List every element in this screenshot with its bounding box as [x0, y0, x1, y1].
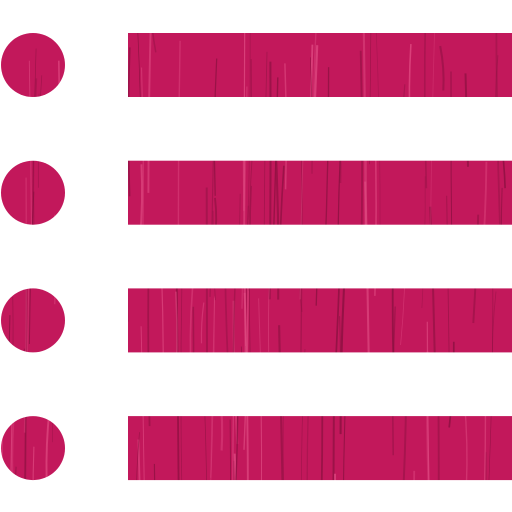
list-row [1, 288, 512, 353]
list-line [128, 288, 512, 353]
bullet-dot [1, 288, 65, 353]
bullet-dot [1, 416, 65, 481]
list-line [128, 33, 512, 97]
list-line [128, 160, 512, 225]
bullet-dot [1, 33, 65, 97]
list-row [1, 33, 512, 97]
bullet-dot [1, 160, 65, 225]
list-row [1, 160, 512, 225]
list-row [1, 416, 512, 481]
list-line [128, 416, 512, 481]
